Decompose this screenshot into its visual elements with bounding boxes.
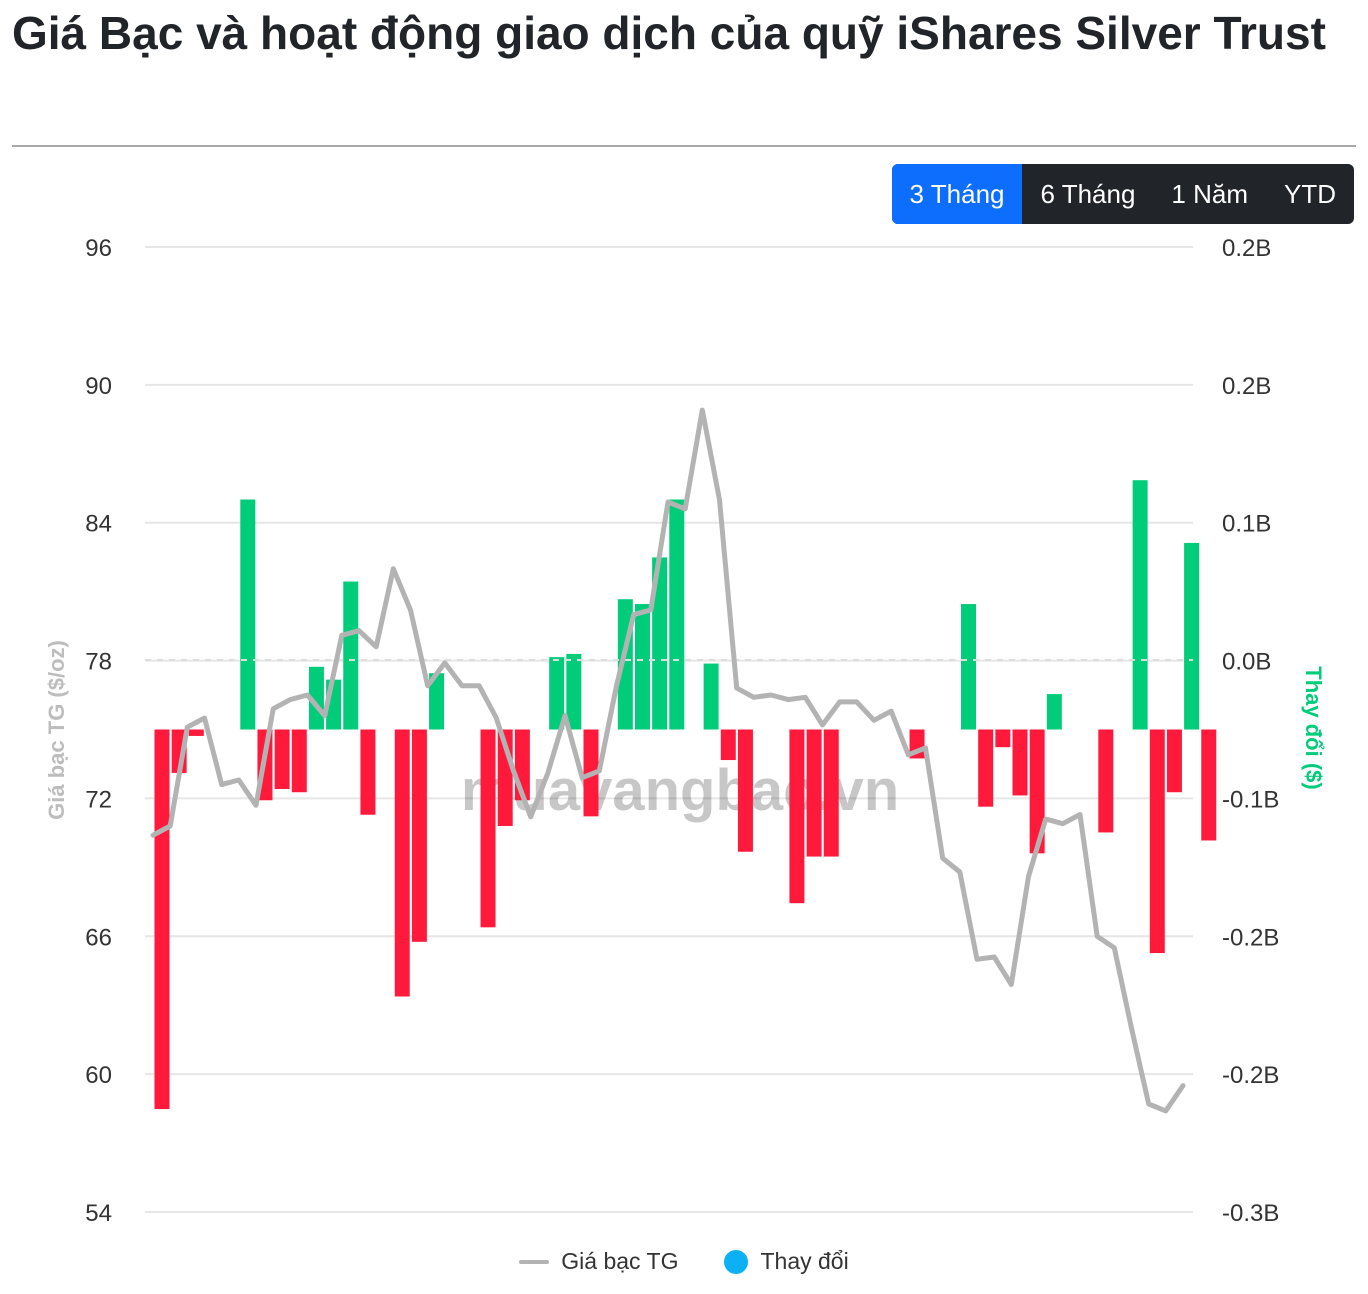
left-tick-label: 90 <box>85 373 112 400</box>
range-button-group: 3 Tháng 6 Tháng 1 Năm YTD <box>891 164 1354 224</box>
left-tick-label: 54 <box>85 1200 112 1227</box>
change-bar[interactable] <box>240 499 256 730</box>
right-tick-label: 0.2B <box>1222 373 1271 400</box>
change-bar[interactable] <box>978 729 994 807</box>
change-bar[interactable] <box>360 729 376 815</box>
change-bar[interactable] <box>394 729 410 997</box>
change-bar[interactable] <box>669 499 685 730</box>
legend-item-price[interactable]: Giá bạc TG <box>519 1248 678 1275</box>
change-bar[interactable] <box>652 557 668 730</box>
right-axis-ticks: 0.2B 0.2B 0.1B 0.0B -0.1B -0.2B -0.2B -0.3B <box>1222 235 1279 1227</box>
page-title: Giá Bạc và hoạt động giao dịch của quỹ i… <box>12 7 1326 59</box>
change-bar[interactable] <box>1029 729 1045 854</box>
left-axis-ticks: 96 90 84 78 72 66 60 54 <box>85 235 112 1227</box>
change-bar[interactable] <box>480 729 496 928</box>
change-bar[interactable] <box>1201 729 1217 841</box>
change-bar[interactable] <box>789 729 805 904</box>
left-tick-label: 60 <box>85 1062 112 1089</box>
change-bar[interactable] <box>1166 729 1182 793</box>
grid-lines <box>145 246 1193 1213</box>
change-bar[interactable] <box>549 657 565 730</box>
right-tick-label: -0.2B <box>1222 1062 1279 1089</box>
change-bar[interactable] <box>1046 694 1062 730</box>
left-tick-label: 78 <box>85 649 112 676</box>
right-tick-label: -0.1B <box>1222 786 1279 813</box>
change-bar[interactable] <box>703 663 719 730</box>
change-bar[interactable] <box>737 729 753 852</box>
legend-dot-swatch <box>724 1249 749 1274</box>
range-ytd-button[interactable]: YTD <box>1284 179 1336 209</box>
change-bar[interactable] <box>634 604 650 730</box>
change-bar[interactable] <box>1149 729 1165 954</box>
left-tick-label: 84 <box>85 511 112 538</box>
change-bar[interactable] <box>343 581 359 730</box>
left-tick-label: 72 <box>85 786 112 813</box>
change-bar[interactable] <box>154 729 170 1110</box>
legend-line-swatch <box>519 1259 550 1264</box>
change-bar[interactable] <box>1184 542 1200 730</box>
right-tick-label: -0.2B <box>1222 924 1279 951</box>
right-tick-label: 0.0B <box>1222 649 1271 676</box>
change-bar[interactable] <box>411 729 427 942</box>
change-bar[interactable] <box>291 729 307 793</box>
change-bar[interactable] <box>823 729 839 857</box>
change-bar[interactable] <box>961 604 977 730</box>
change-bar[interactable] <box>566 653 582 730</box>
left-tick-label: 96 <box>85 235 112 262</box>
left-tick-label: 66 <box>85 924 112 951</box>
change-bar[interactable] <box>806 729 822 857</box>
title-divider <box>12 145 1356 147</box>
right-tick-label: -0.3B <box>1222 1200 1279 1227</box>
legend-item-change[interactable]: Thay đổi <box>724 1248 849 1275</box>
right-tick-label: 0.1B <box>1222 511 1271 538</box>
right-axis-title: Thay đổi ($) <box>1301 666 1326 789</box>
change-bar[interactable] <box>1012 729 1028 796</box>
change-bar[interactable] <box>188 729 204 736</box>
change-bar[interactable] <box>274 729 290 790</box>
price-line-layer <box>150 407 1186 1114</box>
change-bar[interactable] <box>720 729 736 761</box>
right-tick-label: 0.2B <box>1222 235 1271 262</box>
chart-legend: Giá bạc TG Thay đổi <box>0 1248 1368 1275</box>
range-6-months-button[interactable]: 6 Tháng <box>1040 179 1136 209</box>
legend-label-price: Giá bạc TG <box>561 1248 679 1274</box>
price-line[interactable] <box>150 407 1186 1114</box>
change-bar[interactable] <box>429 673 445 730</box>
legend-label-change: Thay đổi <box>760 1248 849 1274</box>
left-axis-title: Giá bạc TG ($/oz) <box>44 640 69 820</box>
change-bar[interactable] <box>1098 729 1114 833</box>
change-bar[interactable] <box>1132 480 1148 730</box>
change-bar[interactable] <box>995 729 1011 748</box>
range-1-year-button[interactable]: 1 Năm <box>1171 179 1248 209</box>
range-3-months-button[interactable]: 3 Tháng <box>891 164 1023 224</box>
